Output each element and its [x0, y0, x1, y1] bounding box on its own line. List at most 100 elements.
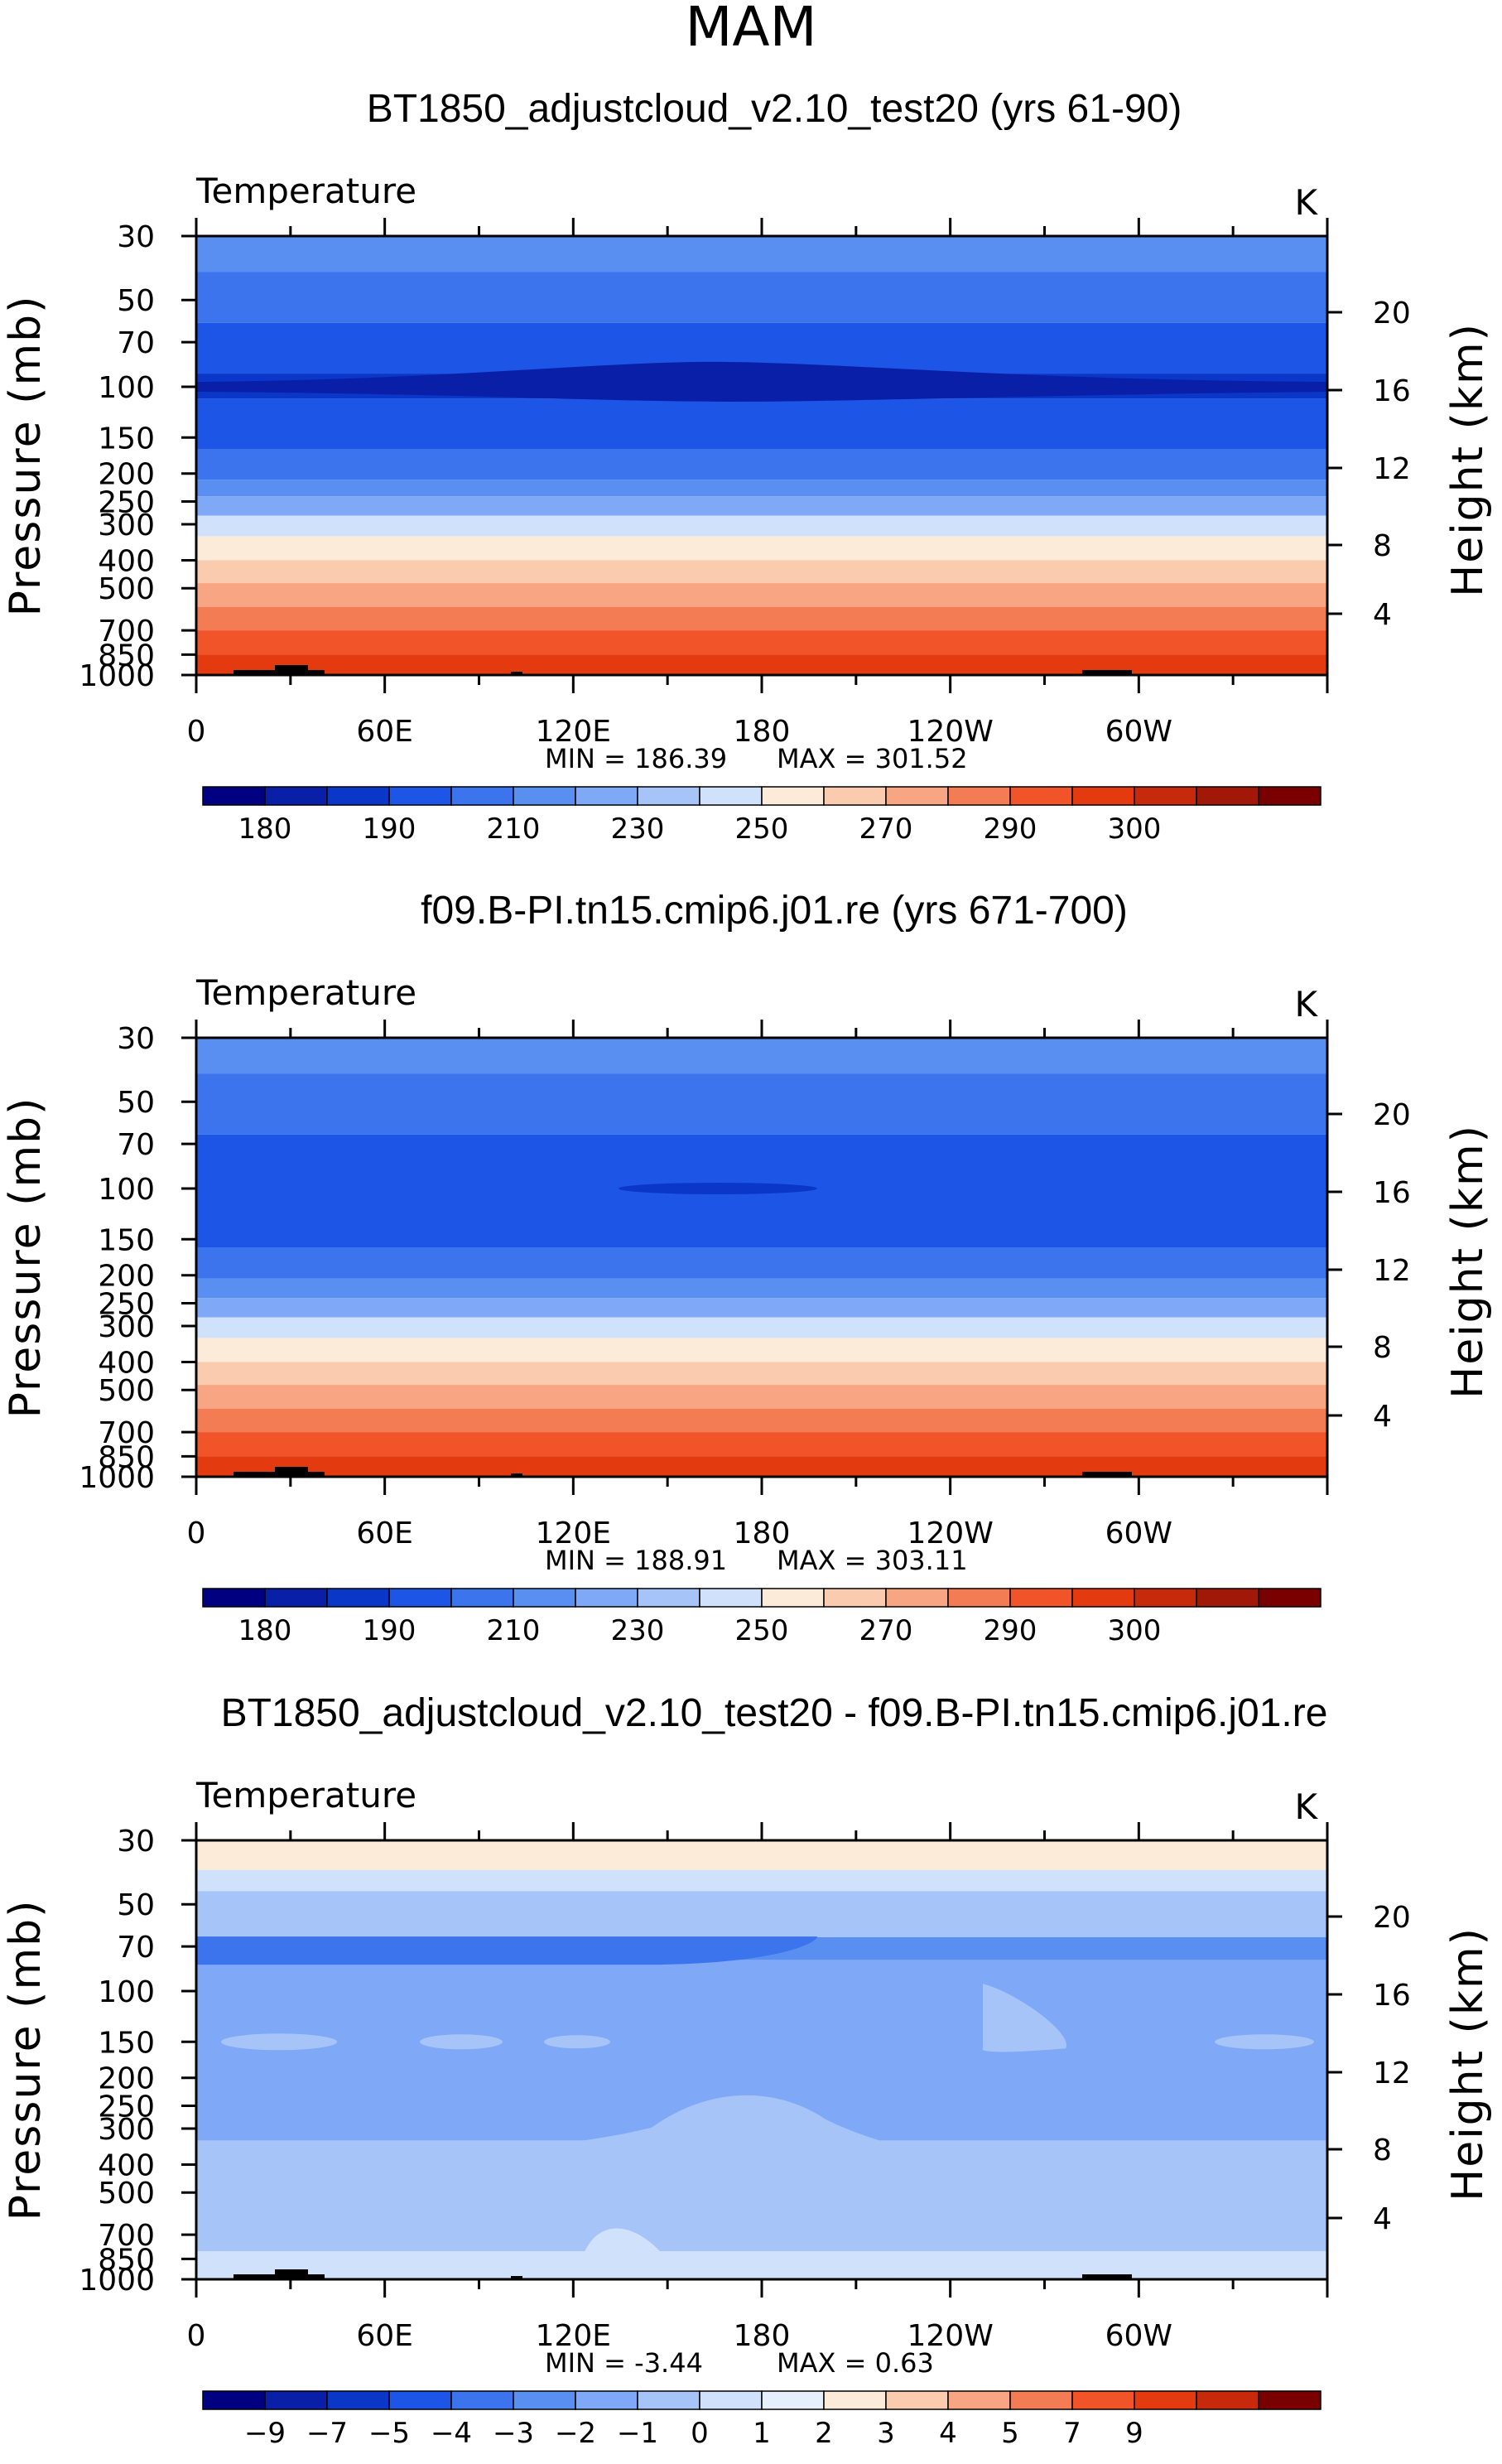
contour-band	[196, 398, 1327, 450]
longitude-axis: 0 60E 120E 180 120W 60W	[187, 218, 1329, 749]
longitude-tick-label: 0	[187, 1516, 206, 1550]
colorbar: 180 190 210 230 250 270 290 300	[202, 1588, 1321, 1647]
colorbar-swatch	[1009, 1588, 1073, 1608]
pressure-tick-label: 850	[98, 1440, 155, 1474]
units-label: K	[1294, 182, 1318, 223]
colorbar-label: −5	[368, 2417, 410, 2450]
pressure-tick-label: 1000	[79, 1461, 155, 1495]
colorbar-swatch	[1196, 786, 1259, 806]
topography-block	[1082, 2274, 1132, 2279]
panel-3: BT1850_adjustcloud_v2.10_test20 - f09.B-…	[1, 1691, 1493, 2450]
contour-band	[196, 1385, 1327, 1409]
contour-band	[196, 236, 1327, 272]
colorbar-swatch	[947, 1588, 1011, 1608]
pressure-tick-label: 200	[98, 1260, 155, 1294]
colorbar-swatch	[513, 1588, 576, 1608]
topography-block	[511, 2276, 522, 2279]
topography	[233, 665, 1132, 675]
colorbar-swatch	[1258, 1588, 1321, 1608]
height-tick-label: 16	[1373, 1176, 1411, 1210]
contour-band	[196, 1247, 1327, 1279]
colorbar-swatch	[885, 2390, 949, 2410]
max-label: MAX = 301.52	[777, 743, 968, 774]
pressure-tick-label: 400	[98, 545, 155, 579]
panels: BT1850_adjustcloud_v2.10_test20 (yrs 61-…	[1, 87, 1493, 2450]
warm-patch	[577, 2228, 991, 2281]
colorbar-label: 270	[859, 1614, 913, 1647]
units-label: K	[1294, 1787, 1318, 1827]
longitude-axis: 0 60E 120E 180 120W 60W	[187, 1822, 1329, 2353]
colorbar-label: 0	[691, 2417, 709, 2450]
pressure-tick-label: 500	[98, 572, 155, 606]
colorbar-swatch	[450, 2390, 514, 2410]
pressure-tick-label: 300	[98, 2113, 155, 2147]
longitude-tick-label: 120W	[907, 2319, 994, 2353]
colorbar-label: 250	[735, 1614, 789, 1647]
colorbar-label: 4	[939, 2417, 957, 2450]
colorbar: −9 −7 −5 −4 −3 −2 −1 0 1 2 3 4 5 7 9	[202, 2390, 1321, 2450]
colorbar-label: −2	[555, 2417, 596, 2450]
pressure-tick-label: 500	[98, 2177, 155, 2211]
topography	[233, 1467, 1132, 1477]
colorbar-label: 300	[1108, 1614, 1162, 1647]
colorbar: 180 190 210 230 250 270 290 300	[202, 786, 1321, 846]
colorbar-label: 290	[984, 812, 1037, 846]
pressure-tick-label: 700	[98, 2219, 155, 2253]
colorbar-swatch	[388, 2390, 452, 2410]
contour-band	[196, 496, 1327, 516]
contour-band	[196, 1317, 1327, 1338]
contour-band	[196, 1840, 1327, 1870]
pressure-tick-label: 50	[117, 1888, 155, 1922]
topography-block	[1082, 1472, 1132, 1477]
pressure-tick-label: 1000	[79, 659, 155, 693]
colorbar-swatch	[326, 2390, 390, 2410]
colorbar-label: 210	[487, 812, 541, 846]
colorbar-swatch	[575, 1588, 638, 1608]
panel-1: BT1850_adjustcloud_v2.10_test20 (yrs 61-…	[1, 87, 1493, 846]
longitude-tick-label: 120E	[536, 1516, 611, 1550]
contour-band	[196, 1869, 1327, 1892]
longitude-tick-label: 180	[734, 2319, 791, 2353]
colorbar-swatch	[823, 2390, 887, 2410]
panel-title: BT1850_adjustcloud_v2.10_test20 - f09.B-…	[221, 1691, 1328, 1735]
colorbar-swatch	[264, 1588, 328, 1608]
topography-block	[1082, 670, 1132, 675]
colorbar-swatch	[1071, 786, 1135, 806]
colorbar-label: 7	[1063, 2417, 1081, 2450]
contour-band	[196, 1038, 1327, 1074]
colorbar-swatch	[1134, 2390, 1197, 2410]
pressure-tick-label: 400	[98, 1347, 155, 1381]
longitude-tick-label: 180	[734, 1516, 791, 1550]
colorbar-swatch	[575, 786, 638, 806]
contour-band	[196, 272, 1327, 323]
pressure-tick-label: 850	[98, 2243, 155, 2277]
height-tick-label: 20	[1373, 1901, 1411, 1935]
field-label: Temperature	[195, 171, 416, 211]
pressure-tick-label: 70	[117, 1931, 155, 1965]
longitude-tick-label: 60E	[356, 2319, 413, 2353]
pressure-tick-label: 700	[98, 615, 155, 649]
colorbar-label: 1	[753, 2417, 771, 2450]
pressure-tick-label: 30	[117, 220, 155, 254]
colorbar-swatch	[1071, 2390, 1135, 2410]
contour-band	[196, 449, 1327, 480]
colorbar-swatch	[388, 1588, 452, 1608]
colorbar-label: 250	[735, 812, 789, 846]
colorbar-swatch	[264, 2390, 328, 2410]
height-tick-label: 4	[1373, 598, 1392, 632]
colorbar-swatch	[699, 1588, 763, 1608]
colorbar-swatch	[637, 2390, 700, 2410]
height-tick-label: 4	[1373, 2202, 1392, 2236]
contour-band	[196, 536, 1327, 561]
pressure-tick-label: 150	[98, 2026, 155, 2060]
max-label: MAX = 0.63	[777, 2347, 934, 2379]
pressure-tick-label: 700	[98, 1416, 155, 1450]
longitude-tick-label: 60W	[1105, 1516, 1172, 1550]
height-tick-label: 12	[1373, 2057, 1411, 2090]
pressure-tick-label: 850	[98, 639, 155, 673]
pressure-tick-label: 200	[98, 458, 155, 492]
colorbar-swatch	[326, 1588, 390, 1608]
